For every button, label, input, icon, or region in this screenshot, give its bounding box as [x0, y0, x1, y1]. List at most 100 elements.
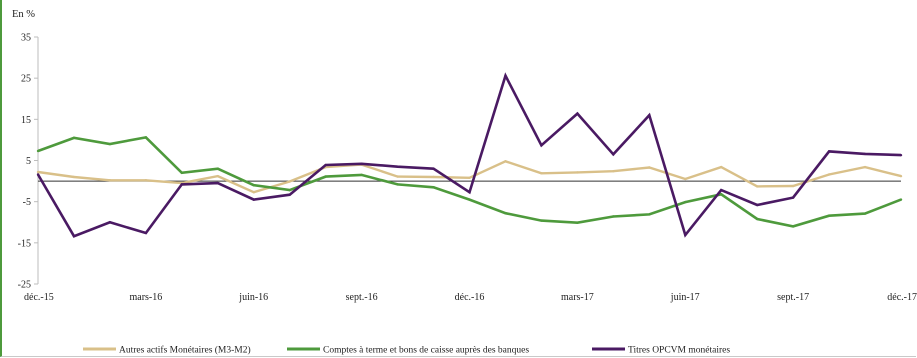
data-point	[72, 175, 76, 179]
data-point	[827, 150, 831, 153]
data-point	[720, 188, 723, 192]
data-point	[791, 196, 795, 199]
data-point	[648, 166, 651, 169]
data-point	[252, 184, 255, 187]
x-tick-label: déc.-17	[887, 292, 917, 303]
data-point	[720, 165, 723, 169]
data-point	[396, 165, 399, 168]
data-point	[396, 175, 399, 178]
data-point	[648, 213, 651, 216]
data-point	[144, 136, 148, 139]
data-point	[827, 214, 831, 217]
series-lines	[36, 72, 903, 238]
data-point	[432, 175, 435, 179]
data-point	[540, 144, 543, 147]
x-tick-label: sept.-17	[777, 292, 809, 303]
data-point	[863, 212, 867, 215]
data-point	[612, 215, 615, 218]
data-point	[432, 167, 435, 170]
data-point	[108, 142, 112, 146]
data-point	[36, 170, 40, 174]
data-point	[684, 177, 687, 181]
x-tick-label: déc.-15	[24, 292, 54, 303]
data-point	[612, 153, 615, 156]
data-point	[899, 174, 903, 178]
data-point	[396, 183, 399, 186]
data-point	[288, 180, 291, 183]
data-point	[791, 184, 795, 188]
x-tick-label: mars-16	[129, 292, 162, 303]
data-point	[504, 160, 507, 163]
y-tick-label: 35	[21, 33, 31, 44]
data-point	[288, 193, 291, 196]
data-point	[863, 165, 867, 169]
data-point	[899, 153, 903, 157]
data-point	[324, 175, 327, 178]
y-tick-label: 25	[21, 74, 31, 85]
data-point	[540, 172, 543, 175]
x-tick-label: déc.-16	[455, 292, 485, 303]
data-point	[216, 174, 219, 178]
data-point	[252, 198, 255, 201]
data-point	[432, 186, 435, 189]
y-tick-label: -25	[18, 280, 31, 291]
data-point	[504, 211, 507, 215]
data-point	[827, 173, 831, 176]
y-axis-ticks: 35 25 15 5 -5 -15 -25	[18, 33, 38, 291]
data-point	[180, 171, 184, 175]
data-point	[504, 74, 507, 77]
data-point	[468, 198, 471, 201]
x-tick-label: juin-17	[670, 292, 700, 303]
series-comptes-a-terme-et-bons-de-caisse-aupres-des-banques	[36, 135, 903, 228]
series-line	[36, 72, 902, 238]
data-point	[755, 217, 759, 221]
data-point	[684, 233, 687, 237]
legend-label: Autres actifs Monétaires (M3-M2)	[119, 345, 251, 356]
data-point	[468, 176, 471, 179]
data-point	[755, 203, 759, 207]
x-axis-ticks: déc.-15 mars-16 juin-16 sept.-16 déc.-16 mars…	[24, 292, 917, 303]
legend: Autres actifs Monétaires (M3-M2) Comptes …	[83, 345, 730, 356]
data-point	[72, 235, 76, 238]
x-tick-label: mars-17	[561, 292, 594, 303]
data-point	[36, 173, 40, 176]
data-point	[108, 221, 112, 224]
data-point	[216, 167, 219, 170]
y-tick-label: 5	[26, 156, 31, 167]
y-tick-label: -5	[23, 197, 31, 208]
data-point	[144, 231, 148, 235]
data-point	[360, 173, 363, 177]
data-point	[648, 114, 651, 117]
x-tick-label: sept.-16	[346, 292, 378, 303]
data-point	[720, 193, 723, 196]
data-point	[144, 179, 148, 182]
y-tick-label: -15	[18, 238, 31, 249]
data-point	[360, 162, 363, 165]
x-tick-label: juin-16	[238, 292, 268, 303]
y-tick-label: 15	[21, 115, 31, 126]
data-point	[468, 190, 471, 194]
data-point	[288, 188, 291, 192]
data-point	[576, 171, 579, 174]
data-point	[252, 190, 255, 194]
data-point	[863, 152, 867, 156]
data-point	[612, 170, 615, 173]
legend-label: Titres OPCVM monétaires	[628, 346, 730, 356]
data-point	[72, 136, 76, 140]
data-point	[108, 179, 112, 182]
legend-label: Comptes à terme et bons de caisse auprès…	[323, 346, 529, 356]
y-unit-label: En %	[12, 9, 35, 20]
data-point	[755, 185, 759, 188]
data-point	[684, 200, 687, 204]
series-titres-opcvm-monetaires	[36, 72, 903, 238]
data-point	[36, 149, 40, 153]
data-point	[324, 163, 327, 167]
data-point	[791, 225, 795, 228]
data-point	[216, 181, 219, 185]
data-point	[576, 221, 579, 224]
data-point	[576, 112, 579, 115]
data-point	[180, 183, 184, 186]
data-point	[899, 198, 903, 201]
